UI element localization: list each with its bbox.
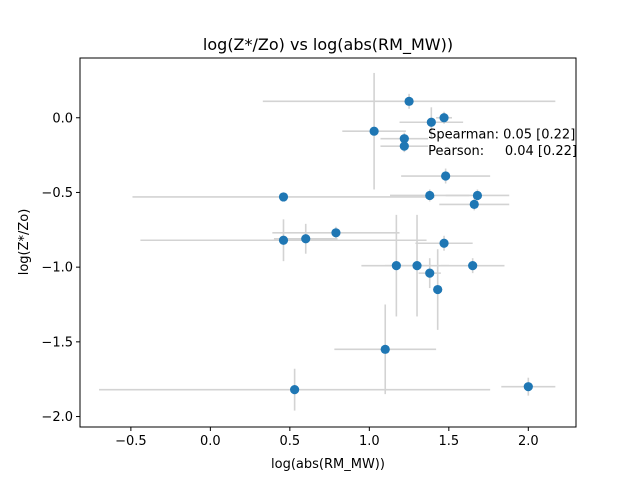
y-tick-label: −1.5 <box>41 335 73 350</box>
x-tick-label: 0.5 <box>280 434 301 449</box>
data-point <box>426 117 436 127</box>
data-point <box>369 126 379 136</box>
x-tick-label: 2.0 <box>518 434 539 449</box>
x-tick-label: 0.0 <box>200 434 221 449</box>
data-point <box>399 141 409 151</box>
data-points <box>278 96 533 395</box>
y-axis-label: log(Z*/Zo) <box>17 209 32 276</box>
x-tick-label: −0.5 <box>115 434 147 449</box>
data-point <box>425 190 435 201</box>
data-point <box>433 284 443 295</box>
data-point <box>469 199 479 210</box>
data-point <box>380 344 390 354</box>
x-tick-label: 1.0 <box>359 434 380 449</box>
x-axis-ticks: −0.5 0.0 0.5 1.0 1.5 2.0 <box>115 427 539 449</box>
x-axis-label: log(abs(RM_MW)) <box>271 457 385 472</box>
data-point <box>391 261 401 271</box>
data-point <box>468 261 478 271</box>
data-point <box>425 268 435 278</box>
data-point <box>278 235 289 245</box>
data-point <box>523 382 533 392</box>
y-tick-label: −1.0 <box>41 261 73 276</box>
y-tick-label: −2.0 <box>41 410 73 425</box>
data-point <box>439 238 449 248</box>
data-point <box>404 96 414 106</box>
correlation-annotations: Spearman: 0.05 [0.22]Pearson: 0.04 [0.22… <box>428 128 577 159</box>
plot-area-frame <box>79 57 577 428</box>
data-point <box>301 234 311 244</box>
data-point <box>331 228 341 238</box>
y-tick-label: 0.0 <box>52 111 73 126</box>
correlation-annotation: Spearman: 0.05 [0.22] <box>428 128 575 143</box>
data-point <box>290 385 300 395</box>
data-point <box>278 192 289 202</box>
y-axis-ticks: −2.0 −1.5 −1.0 −0.5 0.0 <box>41 111 80 425</box>
chart-title: log(Z*/Zo) vs log(abs(RM_MW)) <box>203 35 453 55</box>
data-point <box>472 190 483 201</box>
data-point <box>439 113 449 123</box>
data-point <box>399 134 409 144</box>
data-point <box>441 171 451 181</box>
x-tick-label: 1.5 <box>438 434 459 449</box>
y-tick-label: −0.5 <box>41 186 73 201</box>
data-point <box>412 261 422 271</box>
correlation-annotation: Pearson: 0.04 [0.22] <box>428 144 577 159</box>
